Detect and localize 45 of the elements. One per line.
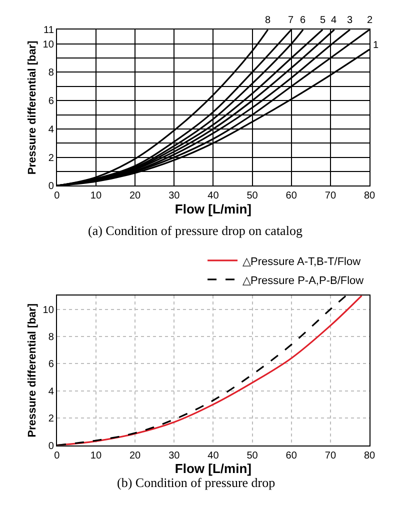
series-label: 8 [265, 15, 271, 26]
x-tick-label: 50 [246, 190, 258, 202]
text: (a) Condition of pressure drop on catalog [88, 223, 303, 238]
y-tick-label: 11 [44, 25, 54, 36]
legend-label: △Pressure P-A,P-B/Flow [242, 274, 364, 287]
x-tick-label: 30 [168, 190, 180, 202]
y-tick-label: 0 [48, 440, 54, 452]
text: (b) Condition of pressure drop [117, 475, 276, 490]
y-tick-label: 0 [48, 181, 54, 192]
y-tick-label: 4 [48, 386, 54, 398]
y-axis-title: Pressure differential [bar] [26, 303, 38, 438]
series-label: 6 [300, 15, 306, 26]
y-tick-label: 6 [48, 96, 54, 108]
x-tick-label: 20 [129, 450, 142, 462]
y-tick-label: 8 [48, 332, 54, 343]
y-tick-label: 8 [48, 68, 54, 79]
series-label: 1 [373, 40, 379, 51]
y-tick-label: 2 [48, 152, 54, 164]
y-tick-label: 10 [42, 39, 54, 50]
x-tick-label: 20 [129, 190, 142, 202]
y-tick-label: 4 [48, 124, 54, 136]
x-tick-label: 40 [208, 450, 220, 462]
legend-label: △Pressure A-T,B-T/Flow [242, 256, 361, 268]
x-tick-label: 80 [364, 190, 376, 202]
x-tick-label: 60 [286, 450, 298, 462]
series-label: 3 [347, 15, 353, 26]
series-label: 5 [320, 15, 326, 26]
x-axis-title: Flow [L/min] [174, 202, 252, 217]
x-tick-label: 70 [324, 450, 336, 462]
x-tick-label: 50 [246, 450, 258, 462]
x-axis-title: Flow [L/min] [174, 461, 252, 476]
x-tick-label: 10 [90, 190, 102, 202]
x-tick-label: 30 [168, 450, 180, 462]
y-tick-label: 10 [42, 304, 54, 316]
x-tick-label: 60 [286, 190, 298, 202]
y-tick-label: 6 [48, 359, 54, 370]
x-tick-label: 80 [364, 450, 376, 462]
x-tick-label: 70 [324, 190, 336, 202]
series-label: 2 [367, 15, 373, 26]
series-label: 4 [331, 15, 337, 26]
series-label: 7 [288, 15, 294, 26]
y-tick-label: 2 [48, 414, 54, 425]
y-axis-title: Pressure differential [bar] [26, 40, 38, 175]
x-tick-label: 40 [208, 190, 220, 202]
x-tick-label: 10 [90, 450, 102, 462]
